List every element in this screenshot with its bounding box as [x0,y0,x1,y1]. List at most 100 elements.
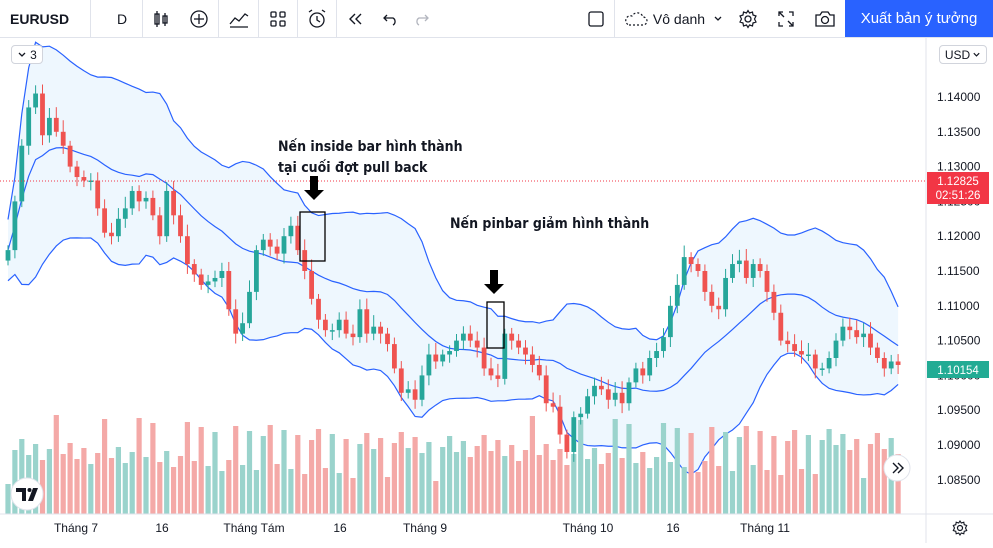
alert-clock-icon[interactable] [302,0,332,38]
band-middle-line [7,147,899,392]
annotation-inside-bar: Nến inside bar hình thành tại cuối đợt p… [278,138,463,262]
candle [357,299,363,343]
tradingview-logo[interactable] [10,477,44,511]
time-tick-label: 16 [155,521,169,535]
indicators-plus-icon[interactable] [184,0,214,38]
volume-bar [281,430,287,514]
volume-bar [716,466,722,514]
volume-bar [447,436,453,514]
volume-bar [226,460,232,514]
candle [143,191,149,209]
candle [5,245,11,266]
indicators-chart-icon[interactable] [224,0,254,38]
undo-icon[interactable] [378,0,404,38]
candle [626,377,632,411]
candle [467,325,473,348]
volume-bar [440,447,446,514]
candle [67,140,73,173]
volume-bar [371,449,377,514]
toolbar-divider [297,0,298,38]
candle [274,239,280,261]
time-axis[interactable]: Tháng 7 16 Tháng Tám 16 Tháng 9 Tháng 10 16 Thá… [54,521,790,535]
candle [440,349,446,367]
volume-bar [274,464,280,514]
candle [433,342,439,369]
volume-bar [702,461,708,514]
publish-idea-button[interactable]: Xuất bản ý tưởng [845,0,993,37]
candles-icon[interactable] [146,0,176,38]
rectangle-icon[interactable] [583,0,609,38]
volume-bar [798,469,805,514]
candle [488,357,494,381]
collapse-count: 3 [30,47,37,62]
interval-selector[interactable]: D [116,11,128,27]
candle [191,259,197,282]
candle [833,333,839,367]
replay-icon[interactable] [341,0,369,38]
camera-icon[interactable] [811,0,839,38]
price-axis[interactable]: 1.140001.135001.130001.125001.120001.115… [937,90,981,487]
candle [233,299,239,344]
account-dropdown[interactable]: Vô danh [620,0,726,38]
chevron-down-icon [18,52,26,57]
chart-pane[interactable]: 1.140001.135001.130001.125001.120001.115… [0,38,993,543]
candle [778,304,784,346]
inside-bar-box [299,211,326,262]
time-tick-label: 16 [333,521,347,535]
scroll-right-button[interactable] [883,454,911,482]
collapse-indicators-button[interactable]: 3 [11,45,43,64]
layout-grid-icon[interactable] [263,0,293,38]
candle [309,259,314,305]
bid-price-value: 1.12825 [937,176,979,188]
candle [295,215,301,255]
candle [316,293,321,329]
price-tick-label: 1.12000 [937,229,981,243]
volume-bar [184,422,190,514]
annotation-inside-bar-line1: Nến inside bar hình thành [278,138,463,155]
volume-bar [488,451,494,514]
settings-gear-icon[interactable] [734,0,762,38]
candle [398,361,404,402]
volume-bar [53,415,59,514]
candle [240,312,245,342]
toolbar-divider [258,0,259,38]
volume-bar [115,447,121,514]
candle [81,170,87,188]
band-upper-line [7,41,899,341]
candle [212,270,218,288]
volume-bar [143,457,149,514]
candlestick-chart[interactable]: 1.140001.135001.130001.125001.120001.115… [0,38,993,543]
volume-bar [336,473,342,514]
chevron-down-icon [714,16,722,21]
candle [819,362,825,376]
volume-bar [729,471,736,514]
candle [426,343,432,386]
candle [205,274,211,294]
volume-bar [619,458,625,514]
volume-bar [743,426,749,514]
toolbar-divider [218,0,219,38]
volume-bar [419,453,425,514]
candle [840,318,846,347]
symbol-search[interactable]: EURUSD [10,11,70,27]
volume-bar [792,430,798,514]
volume-bar [543,444,549,514]
volume-bar [357,444,363,514]
volume-bar [881,449,887,514]
candle [564,429,570,459]
fullscreen-icon[interactable] [772,0,800,38]
toolbar-divider [336,0,337,38]
axis-settings-gear-icon[interactable] [952,519,968,537]
redo-icon[interactable] [408,0,434,38]
time-tick-label: Tháng 9 [403,521,447,535]
currency-selector[interactable]: USD [939,45,987,64]
volume-bar [219,471,225,514]
price-tick-label: 1.13500 [937,125,981,139]
volume-bar [550,460,556,514]
volume-bar [764,470,770,514]
volume-bar [378,438,384,514]
last-price-label: 1.10154 [927,361,989,378]
time-tick-label: 16 [666,521,680,535]
volume-bar [895,454,901,514]
candle [633,362,639,388]
